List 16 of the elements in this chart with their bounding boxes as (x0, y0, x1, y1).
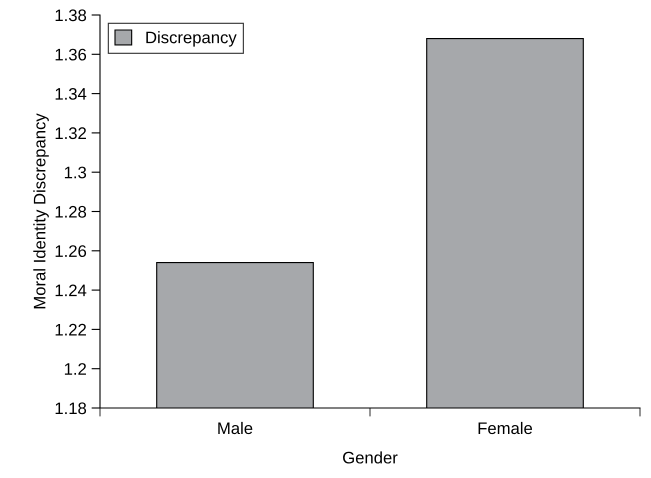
y-tick-label: 1.36 (56, 48, 86, 61)
y-tick-label: 1.18 (56, 402, 86, 414)
y-tick-label: 1.38 (56, 9, 86, 22)
y-tick-label: 1.22 (56, 324, 86, 336)
x-axis-title: Gender (343, 451, 398, 464)
y-tick-label: 1.26 (56, 245, 86, 258)
x-tick-label: Male (218, 422, 252, 434)
y-tick-label: 1.32 (56, 127, 86, 140)
y-tick-label: 1.3 (64, 166, 86, 178)
y-tick-label: 1.34 (56, 88, 86, 100)
x-tick-label: Female (478, 422, 532, 434)
y-tick-label: 1.2 (64, 363, 86, 375)
y-axis-title: Moral Identity Discrepancy (33, 113, 49, 308)
legend-label: Discrepancy (146, 31, 237, 47)
y-tick-label: 1.24 (56, 284, 86, 296)
y-tick-label: 1.28 (56, 206, 86, 218)
